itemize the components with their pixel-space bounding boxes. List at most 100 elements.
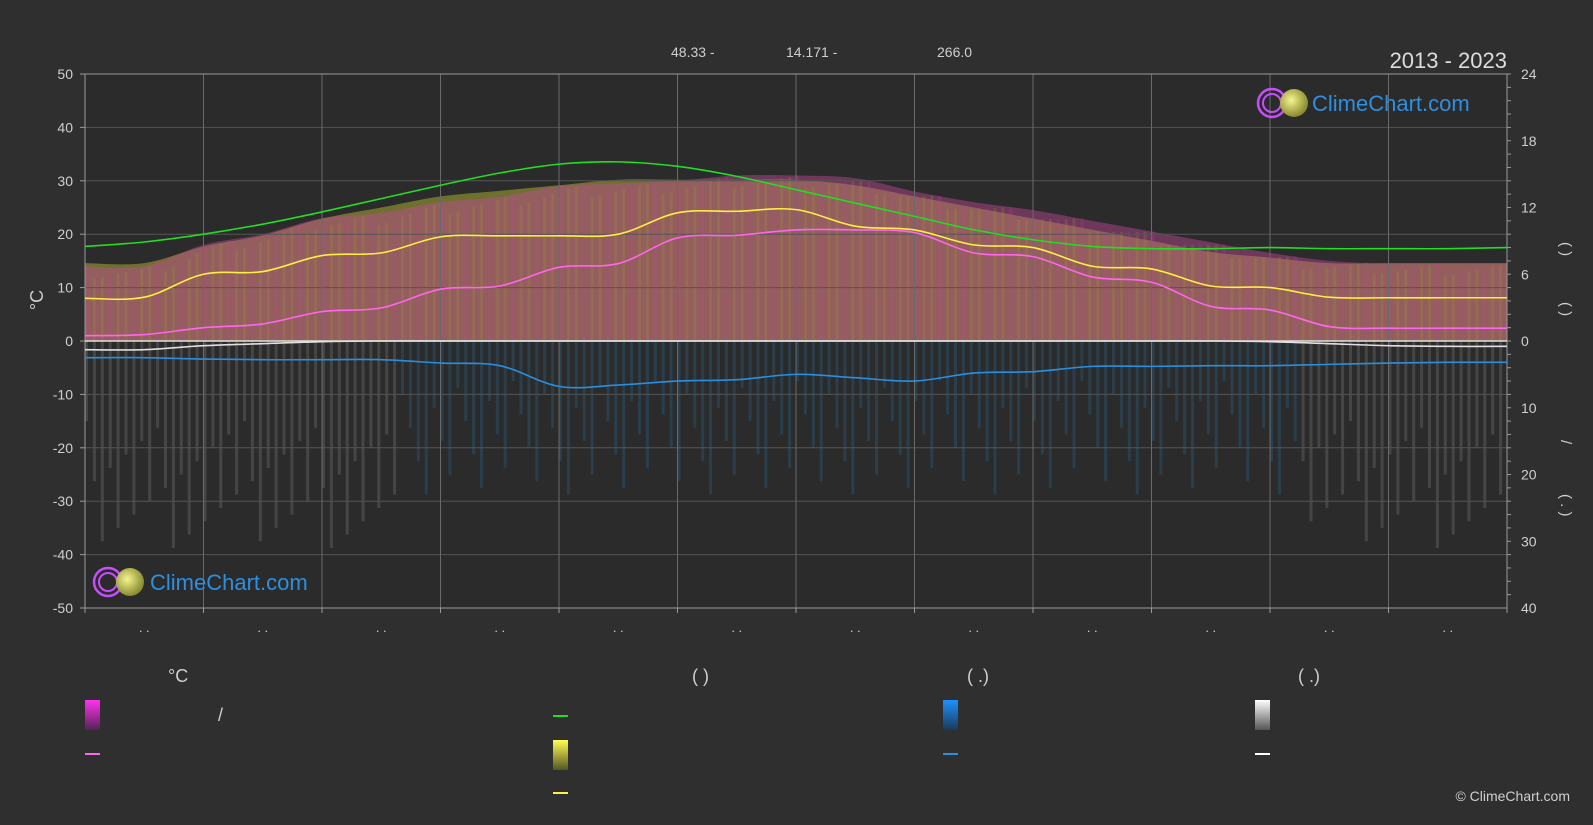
daily-precip-stripe (851, 341, 855, 495)
daily-stripe (85, 266, 88, 341)
daily-stripe (1380, 273, 1384, 341)
daily-stripe (756, 182, 760, 341)
daily-precip-stripe (1459, 341, 1463, 462)
daily-stripe (566, 188, 570, 341)
daily-stripe (1112, 231, 1115, 341)
daily-precip-stripe (329, 341, 333, 548)
daily-precip-stripe (203, 341, 207, 522)
daily-precip-stripe (1033, 341, 1036, 422)
daily-stripe (227, 240, 231, 341)
daily-stripe (1428, 265, 1431, 341)
daily-precip-stripe (938, 341, 942, 382)
daily-stripe (1412, 268, 1416, 341)
daily-stripe (985, 208, 989, 341)
daily-precip-stripe (1143, 341, 1147, 408)
daily-precip-stripe (693, 341, 697, 428)
daily-stripe (156, 261, 160, 341)
legend-swatch-snow (1255, 700, 1270, 730)
daily-precip-stripe (243, 341, 246, 422)
daily-stripe (993, 207, 997, 341)
daily-precip-stripe (614, 341, 618, 455)
logo-icon (92, 566, 144, 598)
daily-precip-stripe (1467, 341, 1471, 522)
daily-stripe (164, 271, 167, 341)
daily-stripe (401, 216, 404, 341)
daily-stripe (701, 183, 705, 341)
daily-precip-stripe (677, 341, 681, 482)
series-line-mean-temp-avg (84, 228, 1507, 337)
daily-stripe (140, 269, 144, 341)
daily-stripe (709, 180, 713, 341)
daily-stripe (148, 266, 152, 341)
daily-precip-stripe (235, 341, 239, 495)
daily-stripe (243, 248, 246, 341)
daily-precip-stripe (930, 341, 934, 468)
daily-precip-stripe (124, 341, 128, 455)
daily-precip-stripe (1404, 341, 1408, 442)
daily-precip-stripe (653, 341, 657, 382)
brand-logo-bottom[interactable]: ClimeChart.com (92, 566, 308, 598)
daily-precip-stripe (1301, 341, 1305, 462)
daily-stripe (250, 245, 254, 341)
right-axis-hours-tick: 6 (1521, 266, 1529, 282)
daily-precip-stripe (969, 341, 973, 395)
daily-precip-stripe (977, 341, 981, 428)
daily-precip-stripe (416, 341, 420, 462)
daily-precip-stripe (1104, 341, 1108, 482)
daily-precip-stripe (772, 341, 776, 402)
daily-precip-stripe (132, 341, 136, 515)
daily-stripe (337, 222, 341, 341)
month-tick-label: . . (494, 620, 505, 635)
daily-stripe (803, 187, 807, 341)
daily-precip-stripe (282, 341, 286, 455)
daily-stripe (1475, 269, 1479, 341)
daily-stripe (890, 195, 894, 341)
daily-stripe (377, 225, 381, 341)
daily-precip-stripe (1183, 341, 1187, 455)
daily-stripe (1206, 244, 1210, 341)
daily-precip-stripe (219, 341, 223, 508)
month-tick-label: . . (1324, 620, 1335, 635)
daily-precip-stripe (250, 341, 254, 482)
daily-stripe (432, 205, 436, 341)
daily-precip-stripe (796, 341, 799, 382)
daily-precip-stripe (361, 341, 365, 522)
right-axis-hours-tick: 12 (1521, 200, 1537, 216)
daily-precip-stripe (922, 341, 926, 435)
daily-stripe (385, 222, 389, 341)
daily-stripe (1270, 257, 1273, 341)
daily-precip-stripe (622, 341, 626, 488)
month-tick-label: . . (1442, 620, 1453, 635)
daily-stripe (219, 243, 223, 341)
daily-precip-stripe (1428, 341, 1431, 488)
daily-stripe (1040, 219, 1044, 341)
daily-stripe (653, 181, 657, 341)
daily-stripe (195, 253, 199, 341)
daily-stripe (171, 266, 175, 341)
daily-precip-stripe (1198, 341, 1202, 402)
daily-stripe (1064, 218, 1068, 341)
daily-precip-stripe (424, 341, 428, 495)
daily-precip-stripe (1270, 341, 1273, 462)
daily-stripe (1056, 218, 1060, 341)
daily-precip-stripe (1048, 341, 1052, 488)
daily-precip-stripe (1451, 341, 1455, 535)
daily-precip-stripe (685, 341, 689, 395)
brand-logo-top[interactable]: ClimeChart.com (1256, 87, 1470, 119)
daily-precip-stripe (709, 341, 713, 495)
daily-stripe (258, 242, 262, 341)
month-tick-label: . . (139, 620, 150, 635)
daily-stripe (108, 275, 112, 341)
daily-precip-stripe (322, 341, 325, 488)
daily-stripe (693, 185, 697, 341)
daily-precip-stripe (740, 341, 744, 388)
daily-precip-stripe (724, 341, 728, 442)
series-line-daylight-hours (84, 161, 1508, 250)
daily-precip-stripe (1040, 341, 1044, 455)
daily-precip-stripe (393, 341, 397, 495)
daily-precip-stripe (756, 341, 760, 455)
daily-stripe (1420, 266, 1424, 341)
daily-stripe (408, 213, 412, 341)
daily-precip-stripe (148, 341, 152, 502)
daily-stripe (1277, 256, 1281, 341)
